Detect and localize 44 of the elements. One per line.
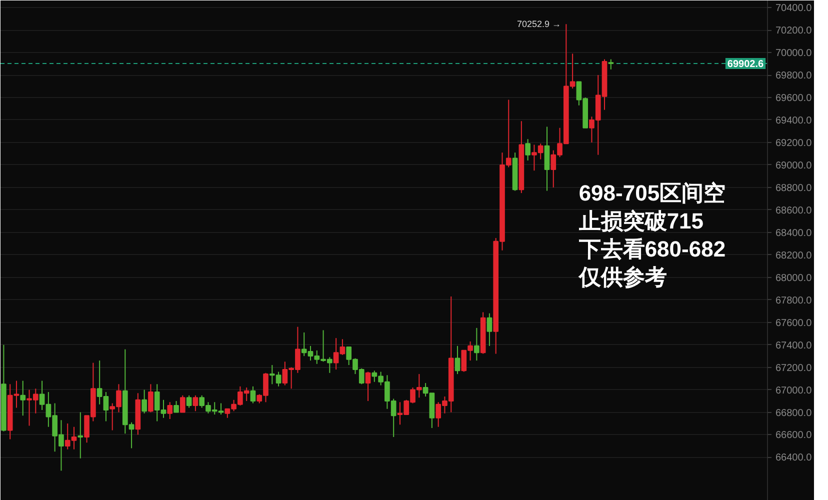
y-tick-label: 69800.0 [776, 70, 812, 82]
y-tick-label: 67600.0 [776, 318, 812, 329]
candlestick [174, 400, 179, 413]
y-tick-label: 70000.0 [776, 48, 812, 60]
y-tick-label: 69400.0 [776, 115, 812, 126]
y-tick-label: 68200.0 [776, 250, 812, 262]
y-tick-label: 68600.0 [776, 205, 812, 216]
candlestick [544, 126, 550, 192]
y-tick-label: 67000.0 [776, 385, 812, 396]
annotation: 70252.9 → [517, 19, 562, 30]
candlestick [148, 384, 154, 413]
ref-line-label: 69902.6 [727, 58, 764, 70]
y-tick-label: 67200.0 [776, 362, 812, 374]
y-tick-label: 70200.0 [776, 26, 812, 37]
y-tick-label: 67800.0 [776, 295, 812, 306]
candlestick [365, 371, 371, 402]
candlestick [78, 412, 84, 459]
y-tick-label: 66800.0 [776, 408, 812, 419]
y-tick-label: 68400.0 [776, 228, 812, 239]
y-tick-label: 68000.0 [776, 272, 812, 284]
candlestick [474, 327, 480, 362]
y-tick-label: 68800.0 [776, 182, 812, 194]
candlestick [167, 402, 173, 420]
candlestick [192, 394, 198, 412]
candlestick [186, 394, 192, 408]
candlestick [250, 386, 256, 404]
candlestick [180, 394, 186, 413]
candlestick [525, 138, 530, 161]
candlestick [20, 380, 26, 416]
annotation: 仅供参考 [578, 264, 667, 290]
candlestick [608, 58, 614, 70]
candlestick [454, 345, 460, 375]
y-tick-label: 66600.0 [776, 430, 812, 442]
y-tick-label: 70400.0 [776, 3, 812, 14]
y-tick-label: 69000.0 [776, 160, 812, 172]
y-tick-label: 67400.0 [776, 340, 812, 352]
y-tick-label: 69200.0 [776, 138, 812, 149]
y-tick-label: 66400.0 [776, 452, 812, 464]
candlestick [486, 312, 492, 346]
annotation: 下去看680-682 [578, 236, 726, 262]
annotation: 698-705区间空 [578, 180, 726, 206]
annotation: 止损突破715 [578, 208, 704, 234]
candlestick [142, 389, 147, 414]
y-tick-label: 69600.0 [776, 93, 812, 104]
